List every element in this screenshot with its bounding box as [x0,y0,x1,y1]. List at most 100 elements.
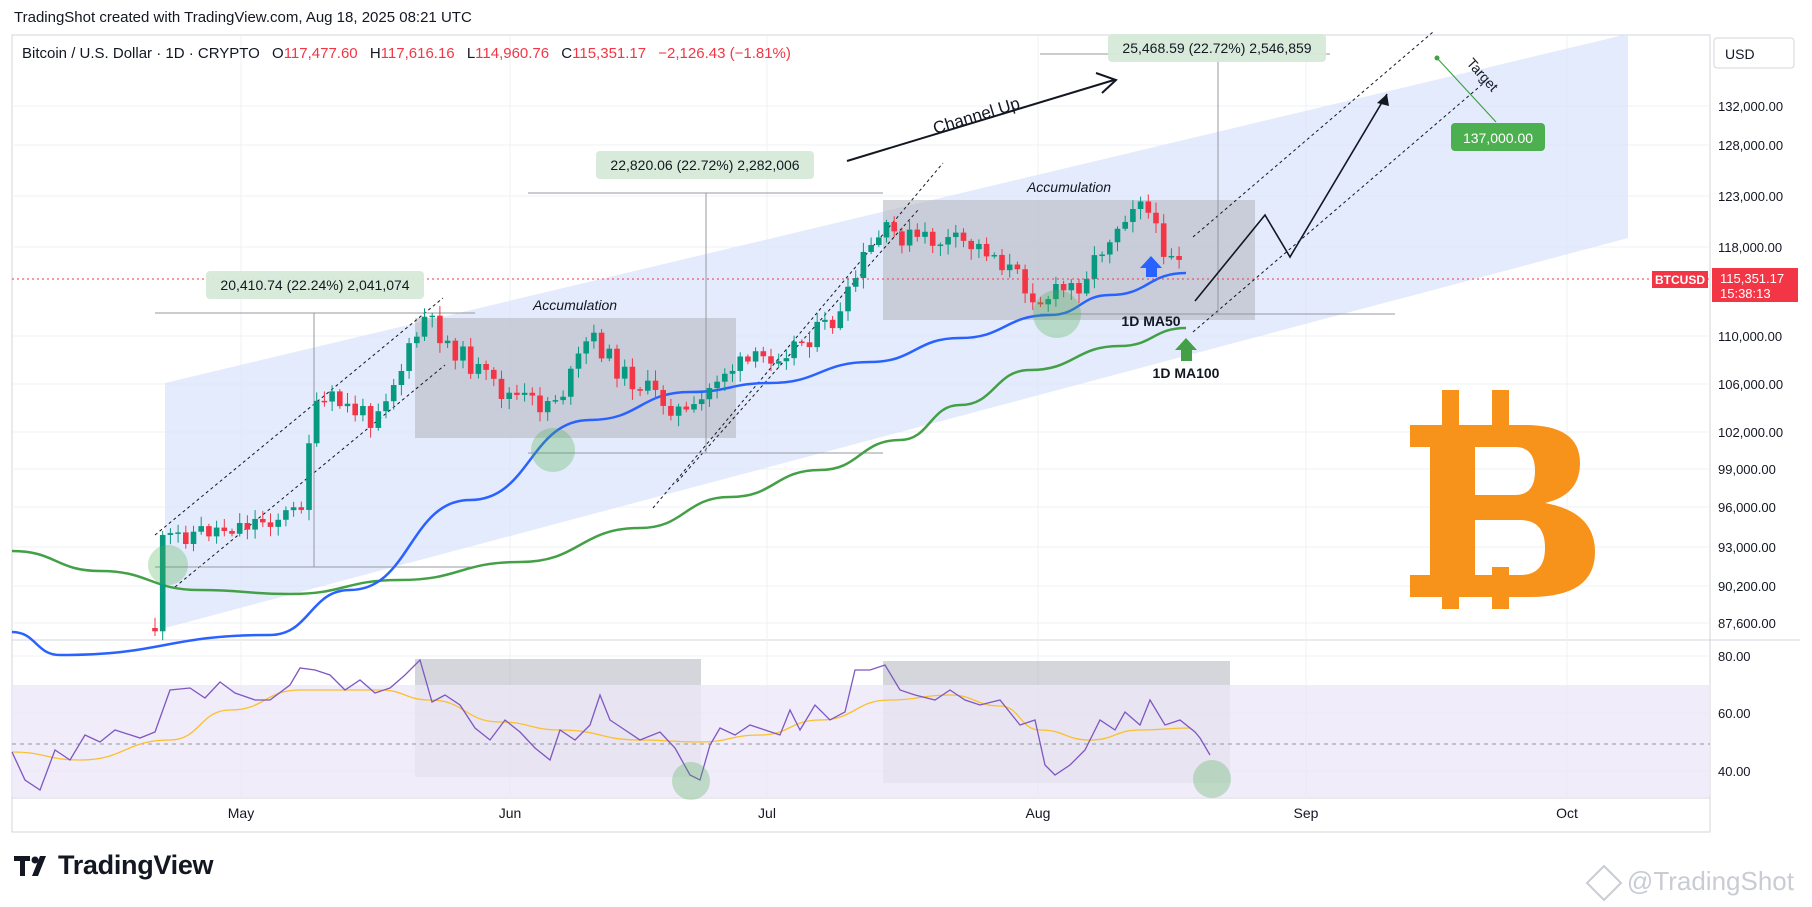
candle-body [421,316,428,337]
candle-body [568,368,574,397]
price-tick-label: 93,000.00 [1718,540,1776,555]
candle-body [637,389,643,391]
channel-arrow [846,79,1115,162]
time-tick-label: Aug [1026,805,1051,821]
candle-body [1076,283,1082,294]
accumulation-box-2 [883,200,1255,320]
price-axis-ticks: 132,000.00 128,000.00 123,000.00 118,000.00… [1718,99,1783,631]
candle-body [467,346,474,374]
candle-body [1130,208,1136,222]
support-circles [148,290,1231,800]
candle-body [583,341,589,354]
candle-body [991,254,998,257]
high-label: H [370,45,381,62]
candle-body [406,343,412,371]
channel-up-label: Channel Up [931,94,1022,138]
candle-body [275,519,281,527]
projection-path [1194,93,1388,302]
candle-body [437,315,443,344]
candle-body [899,231,905,246]
candle-body [845,286,851,312]
chart-credit: TradingShot created with TradingView.com… [14,9,472,26]
candle-body [198,526,204,532]
candle-body [729,370,736,374]
ma100-arrow-icon [1175,338,1197,361]
candle-body [976,243,982,250]
price-tick-label: 96,000.00 [1718,500,1776,515]
candle-body [876,237,882,246]
candle-body [1145,201,1152,213]
candle-body [852,278,859,287]
candle-body [383,401,389,412]
candle-body [190,531,197,544]
rsi-circle [1193,760,1231,798]
candle-body [344,403,351,407]
accumulation-label-1: Accumulation [532,297,617,313]
candle-body [514,392,520,395]
rsi-circle [672,762,710,800]
candle-body [1122,221,1128,229]
candle-body [668,405,674,416]
candle-body [837,311,844,329]
candle-body [183,532,189,544]
candle-body [752,351,759,362]
measure-box-1 [206,271,424,299]
accumulation-label-2: Accumulation [1026,179,1111,195]
candle-body [159,534,166,632]
candle-body [375,411,382,428]
last-price-value: 115,351.17 [1720,271,1784,286]
candle-body [337,391,343,407]
candle-body [398,370,405,386]
candle-body [429,315,435,318]
price-tick-label: 128,000.00 [1718,138,1783,153]
candle-body [575,353,582,369]
candle-body [722,373,728,382]
candle-body [945,237,951,245]
candle-body [475,363,482,374]
target-price: 137,000.00 [1463,130,1533,146]
rsi-tick-label: 40.00 [1718,764,1751,779]
candle-body [691,404,697,410]
close-value: 115,351.17 [572,45,646,62]
candle-body [1083,278,1090,294]
currency-button[interactable] [1713,37,1795,69]
candle-body [1091,255,1098,279]
candle-body [1060,284,1067,291]
target-line [1436,57,1497,123]
price-tick-label: 132,000.00 [1718,99,1783,114]
candle-body [675,406,682,416]
support-circle [1033,290,1081,338]
price-tick-label: 106,000.00 [1718,377,1783,392]
ma50-line [11,271,1187,657]
candle-body [313,400,320,444]
change-value: −2,126.43 (−1.81%) [658,45,791,62]
candle-body [560,396,566,401]
candle-body [983,243,990,257]
rsi-tick-label: 60.00 [1718,706,1751,721]
candle-body [598,332,605,359]
channel-arrowhead [1095,72,1118,94]
open-value: 117,477.60 [284,45,358,62]
price-tick-label: 90,200.00 [1718,579,1776,594]
candle-body [1006,264,1013,271]
candle-body [1107,242,1113,255]
candle-body [929,231,936,246]
ma50-label: 1D MA50 [1121,313,1180,329]
candle-body [960,232,967,241]
tradingview-logo[interactable]: TradingView [14,850,214,881]
time-tick-label: Jun [499,805,522,821]
symbol-tag [1652,271,1708,288]
candle-body [360,406,366,416]
rsi-tick-label: 80.00 [1718,649,1751,664]
measure-label-2: 22,820.06 (22.72%) 2,282,006 [610,157,799,173]
candle-body [922,231,928,237]
price-tick-label: 110,000.00 [1718,329,1782,344]
rsi-axis-ticks: 80.00 60.00 40.00 [1718,649,1751,779]
countdown-value: 15:38:13 [1720,286,1771,301]
candle-body [229,531,235,534]
symbol-name: Bitcoin / U.S. Dollar · 1D · CRYPTO [22,45,260,62]
candle-body [236,523,243,534]
candle-body [768,356,774,364]
measure-label-1: 20,410.74 (22.24%) 2,041,074 [220,277,409,293]
